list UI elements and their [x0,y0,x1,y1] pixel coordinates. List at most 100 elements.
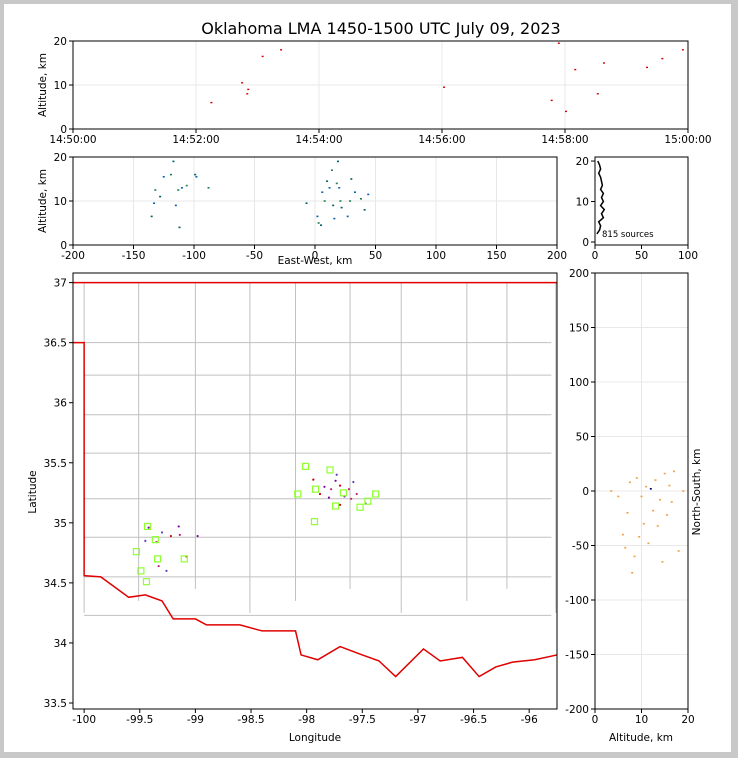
source-point [649,488,652,490]
x-tick-label: -96.5 [460,714,487,726]
altitude-histogram-panel: 0 50 100 0 10 20 815 sources [576,156,698,262]
source-point [646,66,648,69]
source-point [338,503,342,506]
source-point [656,525,659,527]
lma-station-marker [372,490,380,498]
source-point [673,470,676,473]
lma-station-marker [294,490,302,498]
source-point [363,209,366,211]
x-tick-label: -100 [72,714,96,726]
source-point [318,492,322,496]
source-point [153,202,156,204]
source-point [633,555,636,558]
altitude-time-panel: 14:50:00 14:52:00 14:54:00 14:56:00 14:58:00… [37,36,712,146]
x-tick-label: -150 [122,250,146,262]
source-point [169,534,173,538]
x-tick-label: -97.5 [349,714,376,726]
source-point [147,526,150,529]
x-tick-label: 14:52:00 [172,134,219,146]
source-point [677,550,680,552]
lma-station-marker [310,518,319,526]
source-point [312,478,315,481]
x-tick-label: 150 [486,250,506,262]
source-point [339,200,342,202]
plot-area [595,157,688,245]
source-point [162,176,165,178]
source-point [241,82,244,84]
y-tick-label: 35 [54,518,67,530]
x-tick-label: 200 [547,250,567,262]
source-point [338,484,342,487]
source-point [196,534,199,538]
x-axis-label: Altitude, km [609,732,673,744]
source-point [180,187,183,189]
source-point [352,480,355,484]
source-point [359,198,362,200]
y-tick-label: 200 [569,268,589,280]
y-tick-label: -50 [572,541,589,553]
source-point [602,62,605,64]
y-tick-label: 33.5 [44,698,67,710]
altitude-histogram-line [596,160,606,235]
source-point [654,479,657,481]
source-point [550,99,553,102]
x-tick-label: -98 [298,714,315,726]
x-tick-label: -96 [521,714,538,726]
source-point [335,182,338,185]
x-tick-label: -100 [182,250,206,262]
source-point [327,496,331,499]
altitude-north-south-panel: 0 10 20 -200 -150 -100 -50 0 50 100 150 200 Altitude… [565,268,703,744]
y-axis-label: Altitude, km [37,169,49,233]
lma-station-marker [356,503,364,511]
x-tick-label: 100 [426,250,446,262]
source-point [154,189,157,191]
x-tick-label: 50 [369,250,382,262]
x-tick-label: 20 [681,714,694,726]
y-tick-label: 50 [576,432,589,444]
source-point [443,86,446,88]
plot-area [73,273,557,709]
source-point [682,490,685,492]
source-point [170,173,173,176]
source-point [624,546,627,549]
lma-station-marker [331,502,340,510]
source-point [210,101,213,104]
lma-station-marker [153,555,162,563]
y-tick-label: 0 [582,237,589,249]
x-tick-label: -200 [61,250,85,262]
source-point [247,88,250,91]
source-point [335,473,338,476]
y-axis-label: North-South, km [691,449,703,536]
source-point [659,498,662,501]
source-point [574,68,577,71]
x-tick-label: 0 [312,250,319,262]
y-tick-label: 0 [60,124,67,136]
x-tick-label: -97 [409,714,426,726]
source-point [177,189,180,191]
source-point [638,535,641,538]
y-tick-label: 150 [569,323,589,335]
source-point [626,512,629,514]
source-point [246,93,249,95]
y-tick-label: 0 [60,240,67,252]
y-tick-label: 20 [54,152,67,164]
y-tick-label: 36 [54,398,68,410]
source-point [621,533,624,536]
source-point [347,488,351,491]
source-point [317,222,320,224]
state-border-south [73,341,558,678]
y-axis-label: Altitude, km [37,53,49,117]
y-tick-label: 34.5 [44,578,67,590]
source-point [326,180,329,182]
x-axis-label: Longitude [289,732,341,744]
x-tick-label: 15:00:00 [664,134,711,146]
source-point [340,206,343,209]
source-point [207,187,210,189]
source-point [150,215,153,218]
source-point [321,191,324,193]
source-point [596,93,599,95]
source-point [174,204,177,207]
lma-station-marker [137,567,145,575]
y-tick-label: 20 [576,156,589,168]
lma-station-marker [151,536,159,544]
